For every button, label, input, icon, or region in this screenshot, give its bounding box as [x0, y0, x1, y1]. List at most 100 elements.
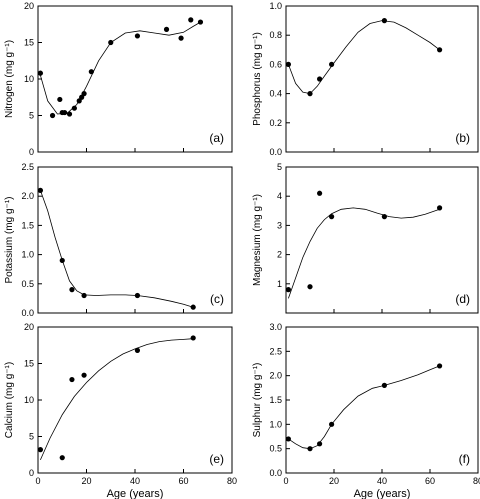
chart-panel-1: 0 5 10 15 20 Nitrogen (mg g⁻¹) (a): [4, 1, 233, 157]
data-point: [285, 436, 291, 442]
y-tick-label: 0.5: [21, 279, 34, 289]
y-tick-label: 3.0: [269, 322, 282, 332]
y-tick-label: 0: [29, 147, 34, 157]
data-point: [329, 61, 335, 67]
y-tick-label: 0.6: [269, 59, 282, 69]
fitted-curve: [40, 21, 201, 115]
chart-panel-3: 0.0 0.5 1.0 1.5 2.0 2.5 Potassium (mg g⁻¹) (c): [4, 162, 233, 318]
y-tick-label: 1.0: [21, 250, 34, 260]
y-tick-label: 0: [29, 468, 34, 478]
panel-label: (a): [209, 131, 224, 145]
data-point: [307, 91, 313, 97]
x-tick-label: 0: [283, 476, 288, 486]
data-point: [69, 287, 75, 293]
y-tick-label: 2: [277, 250, 282, 260]
data-point: [317, 190, 323, 196]
y-tick-label: 0.0: [21, 308, 34, 318]
y-tick-label: 0.0: [269, 147, 282, 157]
x-tick-label: 80: [227, 476, 237, 486]
x-tick-label: 0: [35, 476, 40, 486]
data-point: [62, 109, 68, 116]
x-tick-label: 80: [473, 476, 480, 486]
x-tick-label: 20: [329, 476, 339, 486]
plot-frame: [285, 326, 479, 474]
x-tick-label: 40: [377, 476, 387, 486]
y-tick-label: 2.0: [269, 371, 282, 381]
plot-frame: [37, 5, 233, 153]
data-point: [134, 292, 141, 299]
data-point: [66, 111, 73, 117]
data-point: [57, 96, 63, 103]
data-point: [59, 257, 65, 264]
data-point: [190, 304, 196, 310]
x-tick-label: 20: [81, 476, 91, 486]
y-tick-label: 1: [277, 279, 282, 289]
data-point: [88, 69, 94, 75]
y-tick-label: 2.0: [21, 191, 34, 201]
fitted-curve: [288, 20, 440, 95]
y-tick-label: 0.0: [269, 468, 282, 478]
data-point: [381, 214, 387, 220]
y-tick-label: 10: [24, 74, 34, 84]
data-point: [79, 94, 85, 100]
data-point: [307, 284, 313, 290]
fitted-curve: [288, 365, 440, 450]
y-tick-label: 2.5: [21, 162, 34, 172]
data-point: [69, 376, 75, 383]
y-tick-label: 1.0: [269, 419, 282, 429]
y-tick-label: 1.5: [269, 395, 282, 405]
data-point: [108, 39, 114, 46]
plot-frame: [37, 166, 233, 314]
panel-label: (f): [459, 452, 470, 466]
data-point: [81, 372, 87, 378]
y-tick-label: 3: [277, 220, 282, 230]
y-tick-label: 15: [24, 359, 34, 369]
data-point: [437, 363, 443, 369]
data-point: [381, 382, 387, 388]
data-point: [329, 214, 335, 220]
y-axis-title: Phosphorus (mg g⁻¹): [252, 32, 263, 126]
fitted-curve: [40, 190, 194, 308]
data-point: [37, 70, 44, 76]
y-axis-title: Potassium (mg g⁻¹): [4, 197, 15, 284]
y-axis-title: Sulphur (mg g⁻¹): [252, 363, 263, 438]
y-tick-label: 20: [24, 1, 34, 11]
data-point: [37, 187, 44, 193]
data-point: [307, 446, 313, 452]
data-point: [49, 112, 56, 119]
y-tick-label: 10: [24, 395, 34, 405]
y-tick-label: 1.0: [269, 1, 282, 11]
data-point: [76, 98, 82, 104]
panel-label: (b): [455, 131, 470, 145]
data-point: [134, 33, 141, 39]
y-axis-title: Nitrogen (mg g⁻¹): [4, 40, 15, 118]
y-tick-label: 5: [29, 111, 34, 121]
data-point: [37, 447, 44, 453]
plot-frame: [285, 5, 479, 153]
chart-panel-5: 0 5 10 15 20 0 20 40 60 80 Calcium (mg g⁻¹) Age (ye…: [4, 322, 237, 499]
y-tick-label: 4: [277, 191, 282, 201]
data-point: [381, 18, 387, 24]
x-axis-title: Age (years): [354, 488, 411, 499]
fitted-curve: [40, 338, 194, 461]
y-tick-label: 15: [24, 38, 34, 48]
fitted-curve: [288, 207, 440, 299]
data-point: [190, 335, 196, 341]
y-tick-label: 0.2: [269, 118, 282, 128]
data-point: [285, 287, 291, 293]
y-tick-label: 5: [277, 162, 282, 172]
x-tick-label: 60: [425, 476, 435, 486]
data-point: [285, 61, 291, 67]
y-tick-label: 1.5: [21, 220, 34, 230]
data-point: [329, 421, 335, 427]
y-axis-title: Calcium (mg g⁻¹): [4, 362, 15, 438]
panel-label: (d): [455, 292, 470, 306]
y-tick-label: 2.5: [269, 346, 282, 356]
data-point: [197, 19, 204, 25]
x-axis-title: Age (years): [107, 488, 164, 499]
chart-panel-6: 0.0 0.5 1.0 1.5 2.0 2.5 3.0 0 20 40 60 80 Sulphur (m…: [252, 322, 480, 499]
panel-label: (c): [210, 292, 224, 306]
x-tick-label: 60: [178, 476, 188, 486]
data-point: [317, 441, 323, 447]
